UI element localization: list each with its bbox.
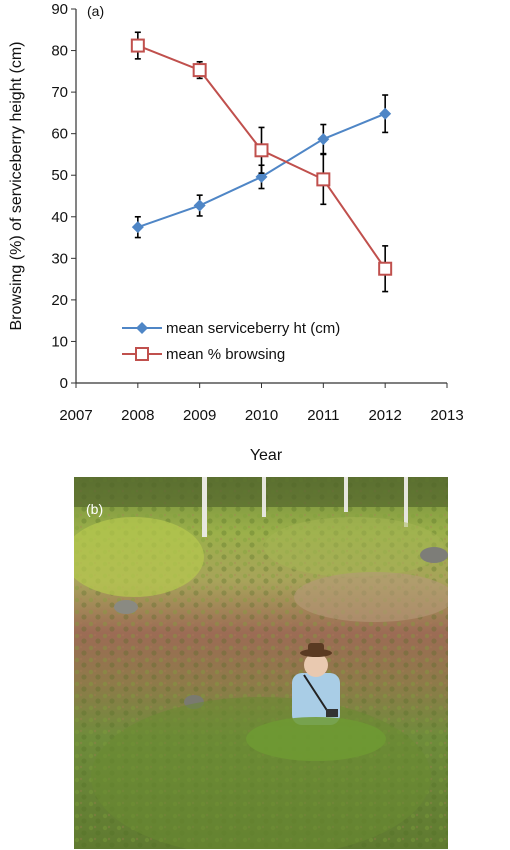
data-point xyxy=(135,347,149,361)
x-axis-label: Year xyxy=(250,447,283,464)
y-tick-label: 40 xyxy=(51,209,68,226)
photo-label: (b) xyxy=(86,501,104,517)
chart: 0 10 20 30 40 50 60 70 80 90 2007 2008 2009 2010 2011 2… xyxy=(8,1,464,464)
x-tick-label: 2008 xyxy=(121,407,154,424)
y-tick-label: 70 xyxy=(51,84,68,101)
chart-legend: mean serviceberry ht (cm) mean % browsing xyxy=(122,320,340,363)
y-tick-label: 90 xyxy=(51,1,68,18)
y-tick-label: 60 xyxy=(51,126,68,143)
x-tick-label: 2011 xyxy=(307,407,339,424)
data-point xyxy=(193,199,206,212)
y-tick-label: 50 xyxy=(51,167,68,184)
data-point xyxy=(131,221,144,234)
data-point xyxy=(379,107,392,120)
data-point xyxy=(192,63,207,78)
data-point xyxy=(316,172,331,187)
legend-entry: mean % browsing xyxy=(166,346,285,363)
x-tick-label: 2007 xyxy=(59,407,92,424)
x-tick-label: 2010 xyxy=(245,407,278,424)
x-tick-label: 2013 xyxy=(430,407,463,424)
y-tick-label: 30 xyxy=(51,250,68,267)
panel-label: (a) xyxy=(87,3,104,19)
data-point xyxy=(136,322,148,334)
legend-entry: mean serviceberry ht (cm) xyxy=(166,320,340,337)
data-point xyxy=(378,261,393,276)
data-point xyxy=(130,38,145,53)
y-tick-label: 0 xyxy=(60,375,68,392)
x-tick-label: 2009 xyxy=(183,407,216,424)
person-figure xyxy=(292,643,340,725)
chart-axes: 0 10 20 30 40 50 60 70 80 90 2007 2008 2009 2010 2011 2… xyxy=(51,1,463,424)
y-tick-label: 10 xyxy=(51,333,68,350)
x-tick-label: 2012 xyxy=(368,407,401,424)
series-1 xyxy=(130,31,393,293)
field-photo: (b) xyxy=(74,477,448,849)
data-point xyxy=(254,143,269,158)
y-tick-label: 80 xyxy=(51,43,68,60)
y-tick-label: 20 xyxy=(51,292,68,309)
data-point xyxy=(317,133,330,146)
y-axis-label: Browsing (%) of serviceberry height (cm) xyxy=(8,42,25,331)
chart-series xyxy=(130,31,393,293)
